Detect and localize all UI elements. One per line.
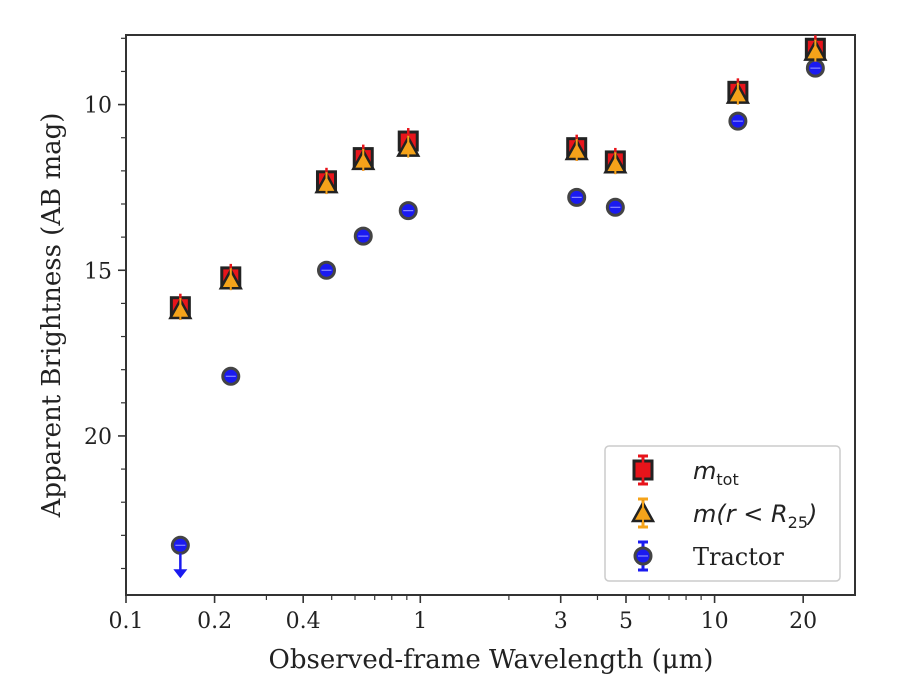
legend-marker <box>633 546 653 566</box>
data-point <box>725 82 751 105</box>
data-point <box>314 171 339 195</box>
data-point <box>218 267 243 291</box>
legend-label: m(r < R25) <box>693 500 817 532</box>
data-point <box>398 201 418 221</box>
data-point <box>564 138 589 161</box>
data-point <box>316 260 336 280</box>
data-points <box>168 35 828 579</box>
x-tick-label: 5 <box>619 609 633 634</box>
x-tick-label: 1 <box>413 609 427 634</box>
series-square <box>169 35 826 320</box>
legend-marker <box>630 500 656 523</box>
x-tick-label: 3 <box>554 609 568 634</box>
data-point <box>170 535 190 555</box>
plot-frame <box>125 34 856 596</box>
x-tick-label: 0.1 <box>109 609 144 634</box>
legend-box <box>604 445 841 582</box>
series-triangle <box>168 38 828 321</box>
x-tick-label: 0.2 <box>197 609 232 634</box>
x-axis-label: Observed-frame Wavelength (μm) <box>269 645 714 675</box>
upper-limit-arrow <box>173 553 188 579</box>
data-point <box>351 148 376 171</box>
y-tick-label: 20 <box>84 425 112 450</box>
data-point <box>221 366 241 386</box>
data-point <box>168 297 193 321</box>
data-point <box>803 38 828 62</box>
data-point <box>567 187 587 207</box>
data-point <box>728 111 748 131</box>
legend-label: Tractor <box>693 543 784 571</box>
data-point <box>353 226 373 246</box>
y-axis-label: Apparent Brightness (AB mag) <box>37 113 67 519</box>
arrow-head <box>173 569 188 579</box>
axis-ticks: 0.1 0.2 0.4 1 3 5 10 20 10 15 20 <box>84 37 817 634</box>
axes-frame <box>125 34 856 596</box>
legend-entry: m(r < R25) <box>630 497 817 532</box>
legend-marker <box>632 457 654 483</box>
data-point <box>805 58 825 78</box>
legend-entry: mtot <box>632 454 739 489</box>
x-tick-label: 0.4 <box>286 609 321 634</box>
data-point <box>603 151 628 175</box>
x-tick-label: 10 <box>701 609 729 634</box>
y-tick-label: 10 <box>84 94 112 119</box>
x-tick-label: 20 <box>789 609 817 634</box>
legend-label: mtot <box>693 457 739 489</box>
y-tick-label: 15 <box>84 259 112 284</box>
data-point <box>396 135 421 158</box>
data-point <box>605 197 625 217</box>
legend: mtot m(r < R25) Tractor <box>604 445 841 582</box>
series-circle <box>170 58 825 579</box>
legend-entry: Tractor <box>633 540 784 572</box>
